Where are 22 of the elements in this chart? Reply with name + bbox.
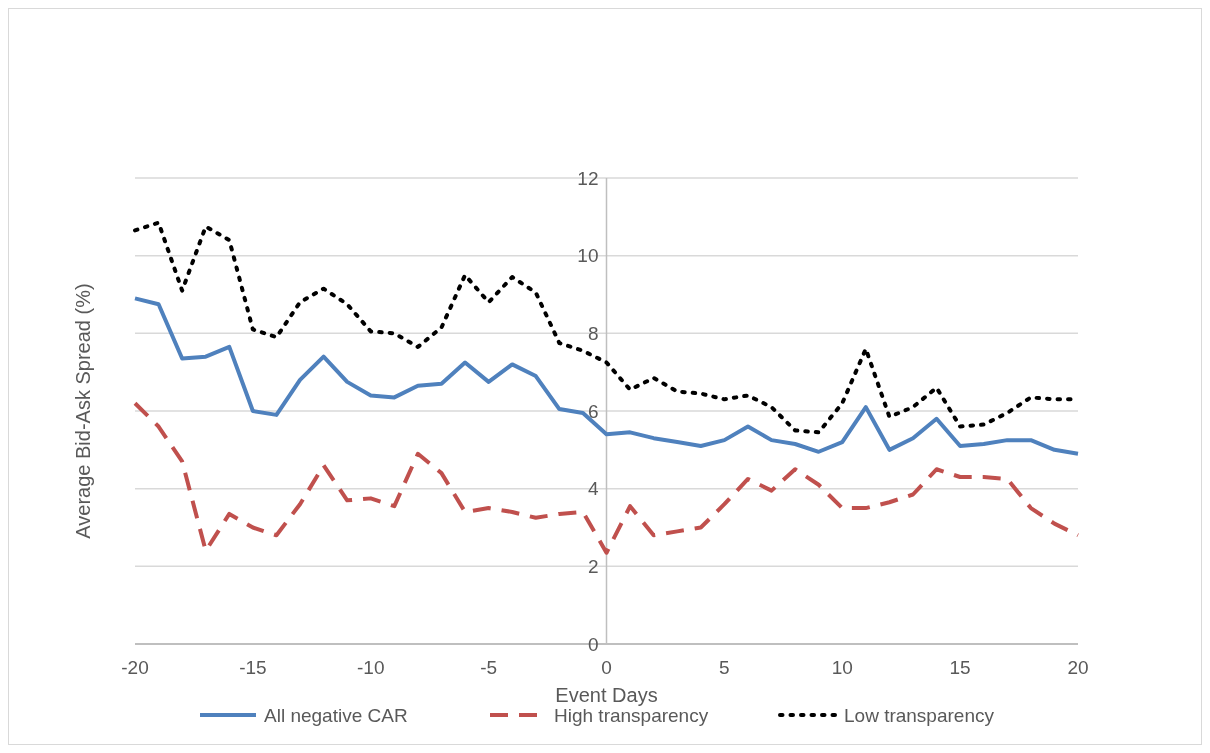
line-series: [133, 401, 1080, 555]
y-tick-label: 0: [587, 633, 599, 655]
y-axis-title: Average Bid-Ask Spread (%): [72, 283, 94, 539]
legend-label: All negative CAR: [264, 704, 408, 726]
x-tick-label: -5: [480, 657, 498, 678]
line-series: [133, 296, 1080, 456]
y-tick-label: 12: [577, 167, 599, 189]
y-tick-label: 10: [577, 245, 599, 267]
x-tick-label: 5: [719, 657, 730, 678]
y-tick-label: 2: [587, 555, 599, 577]
y-tick-label: 8: [587, 322, 599, 344]
y-tick-label: 6: [587, 400, 599, 422]
legend-label: Low transparency: [844, 704, 995, 726]
x-axis-title: Event Days: [555, 684, 658, 706]
x-tick-label: 10: [831, 657, 853, 678]
x-tick-label: 0: [601, 657, 612, 678]
x-tick-label: -20: [121, 657, 149, 678]
y-tick-label: 4: [587, 478, 599, 500]
x-tick-label: -15: [239, 657, 267, 678]
x-tick-label: 15: [949, 657, 971, 678]
x-tick-label: -10: [357, 657, 385, 678]
x-tick-label: 20: [1067, 657, 1089, 678]
